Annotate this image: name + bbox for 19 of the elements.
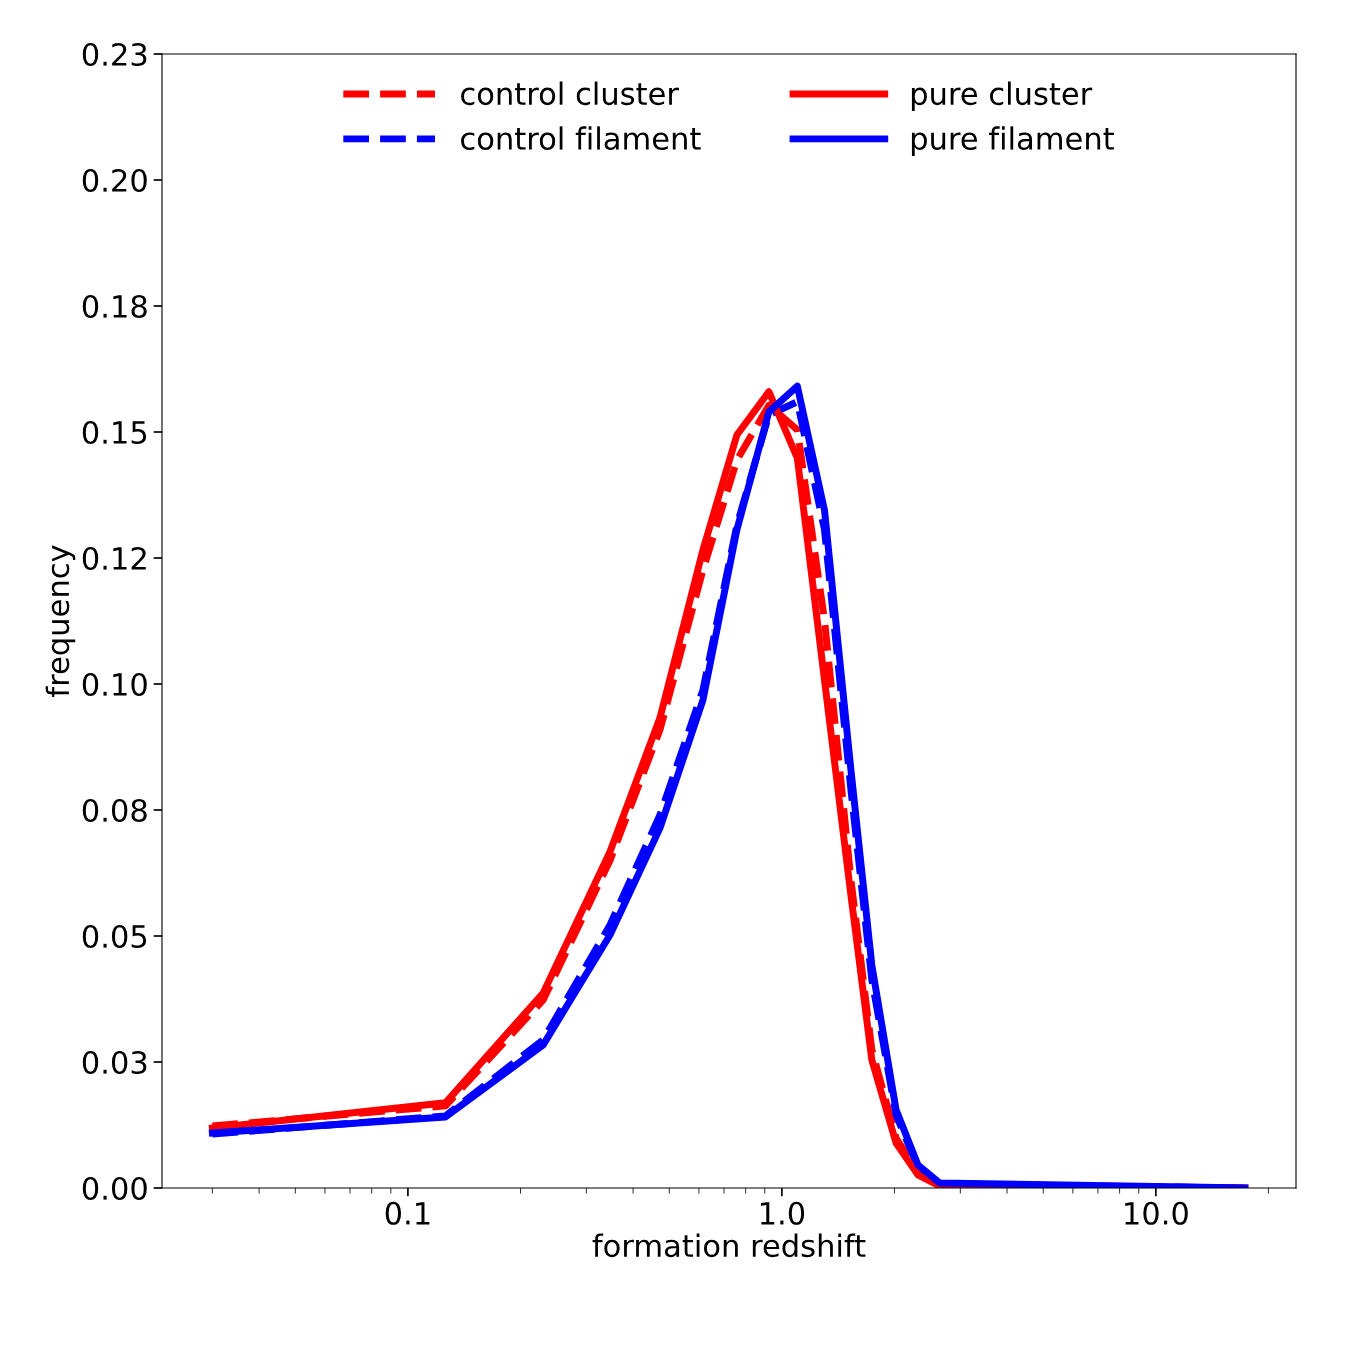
- x-tick-label: 10.0: [1125, 1201, 1188, 1225]
- y-tick-label: 0.05: [82, 924, 147, 949]
- y-tick-label: 0.23: [82, 42, 147, 67]
- legend-label: control filament: [461, 126, 701, 150]
- legend-label: pure cluster: [911, 81, 1093, 112]
- y-tick-label: 0.08: [82, 798, 147, 823]
- legend-label: pure filament: [911, 126, 1114, 156]
- y-axis-title: frequency: [45, 545, 76, 697]
- y-tick-label: 0.12: [82, 546, 146, 571]
- x-tick-label: 1.0: [760, 1201, 805, 1225]
- y-tick-label: 0.00: [82, 1176, 147, 1201]
- y-tick-label: 0.03: [82, 1050, 147, 1075]
- legend-label: control cluster: [461, 81, 679, 106]
- y-tick-label: 0.18: [82, 294, 147, 319]
- x-tick-label: 0.1: [385, 1201, 430, 1225]
- y-tick-label: 0.10: [82, 672, 147, 697]
- y-tick-label: 0.15: [82, 420, 147, 445]
- x-axis-title: formation redshift: [592, 1233, 866, 1258]
- y-tick-label: 0.20: [82, 168, 147, 193]
